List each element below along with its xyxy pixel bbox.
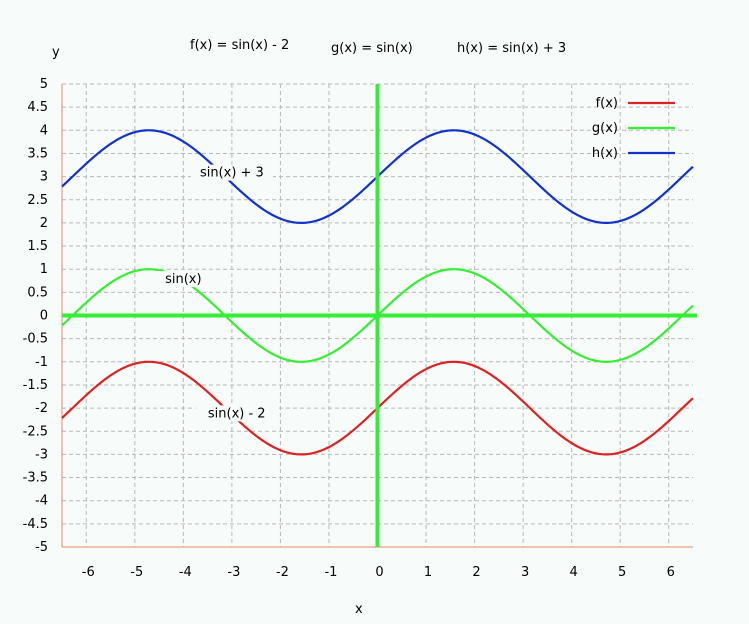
x-tick-label: -3: [227, 565, 240, 580]
legend-label: h(x): [592, 146, 618, 161]
y-tick-label: 0.5: [27, 285, 48, 300]
curve-annotation: sin(x) - 2: [208, 406, 266, 421]
x-tick-label: -6: [82, 565, 95, 580]
annotation-background: [190, 164, 273, 181]
legend: f(x) g(x) h(x): [592, 96, 675, 161]
x-tick-label: -5: [130, 565, 143, 580]
y-tick-label: 2.5: [27, 193, 48, 208]
y-tick-label: -4.5: [23, 517, 48, 532]
formula-f: f(x) = sin(x) - 2: [190, 38, 289, 53]
axes: [62, 84, 697, 547]
curve-annotation: sin(x): [165, 272, 201, 287]
y-tick-label: -3.5: [23, 471, 48, 486]
curve-annotation: sin(x) + 3: [200, 166, 264, 181]
formula-h: h(x) = sin(x) + 3: [457, 41, 566, 56]
x-axis-label: x: [355, 602, 363, 617]
y-tick-label: 1.5: [27, 239, 48, 254]
y-tick-label: -1: [35, 355, 48, 370]
y-tick-label: 1: [40, 262, 48, 277]
x-tick-label: 4: [570, 565, 578, 580]
y-tick-label: -0.5: [23, 332, 48, 347]
y-tick-label: 0: [40, 309, 48, 324]
y-tick-label: -2: [35, 401, 48, 416]
y-tick-label: 4.5: [27, 100, 48, 115]
y-tick-label: 2: [40, 216, 48, 231]
formula-g: g(x) = sin(x): [331, 41, 413, 56]
y-tick-label: -1.5: [23, 378, 48, 393]
y-tick-label: -2.5: [23, 424, 48, 439]
x-tick-label: 0: [375, 565, 383, 580]
y-axis-label: y: [52, 45, 60, 60]
y-tick-label: -5: [35, 540, 48, 555]
y-tick-label: 5: [40, 77, 48, 92]
y-tick-label: -3: [35, 447, 48, 462]
x-tick-label: 3: [521, 565, 529, 580]
legend-label: f(x): [596, 96, 618, 111]
y-tick-label: 3.5: [27, 146, 48, 161]
y-tick-label: -4: [35, 494, 48, 509]
x-tick-label: -2: [276, 565, 289, 580]
y-tick-label: 4: [40, 123, 48, 138]
annotation-background: [195, 405, 278, 422]
annotation-background: [157, 271, 210, 288]
x-tick-label: 6: [667, 565, 675, 580]
x-tick-label: -4: [179, 565, 192, 580]
annotations: sin(x) + 3 sin(x) sin(x) - 2: [157, 164, 278, 422]
legend-label: g(x): [592, 121, 618, 136]
tick-labels: -6 -5 -4 -3 -2 -1 0 1 2 3 4 5 6 -5 -4.5 -4 -3.5 -3 -2.5 -2 -…: [23, 77, 675, 580]
x-tick-label: 5: [618, 565, 626, 580]
x-tick-label: -1: [324, 565, 337, 580]
x-tick-label: 2: [472, 565, 480, 580]
y-tick-label: 3: [40, 170, 48, 185]
x-tick-label: 1: [424, 565, 432, 580]
